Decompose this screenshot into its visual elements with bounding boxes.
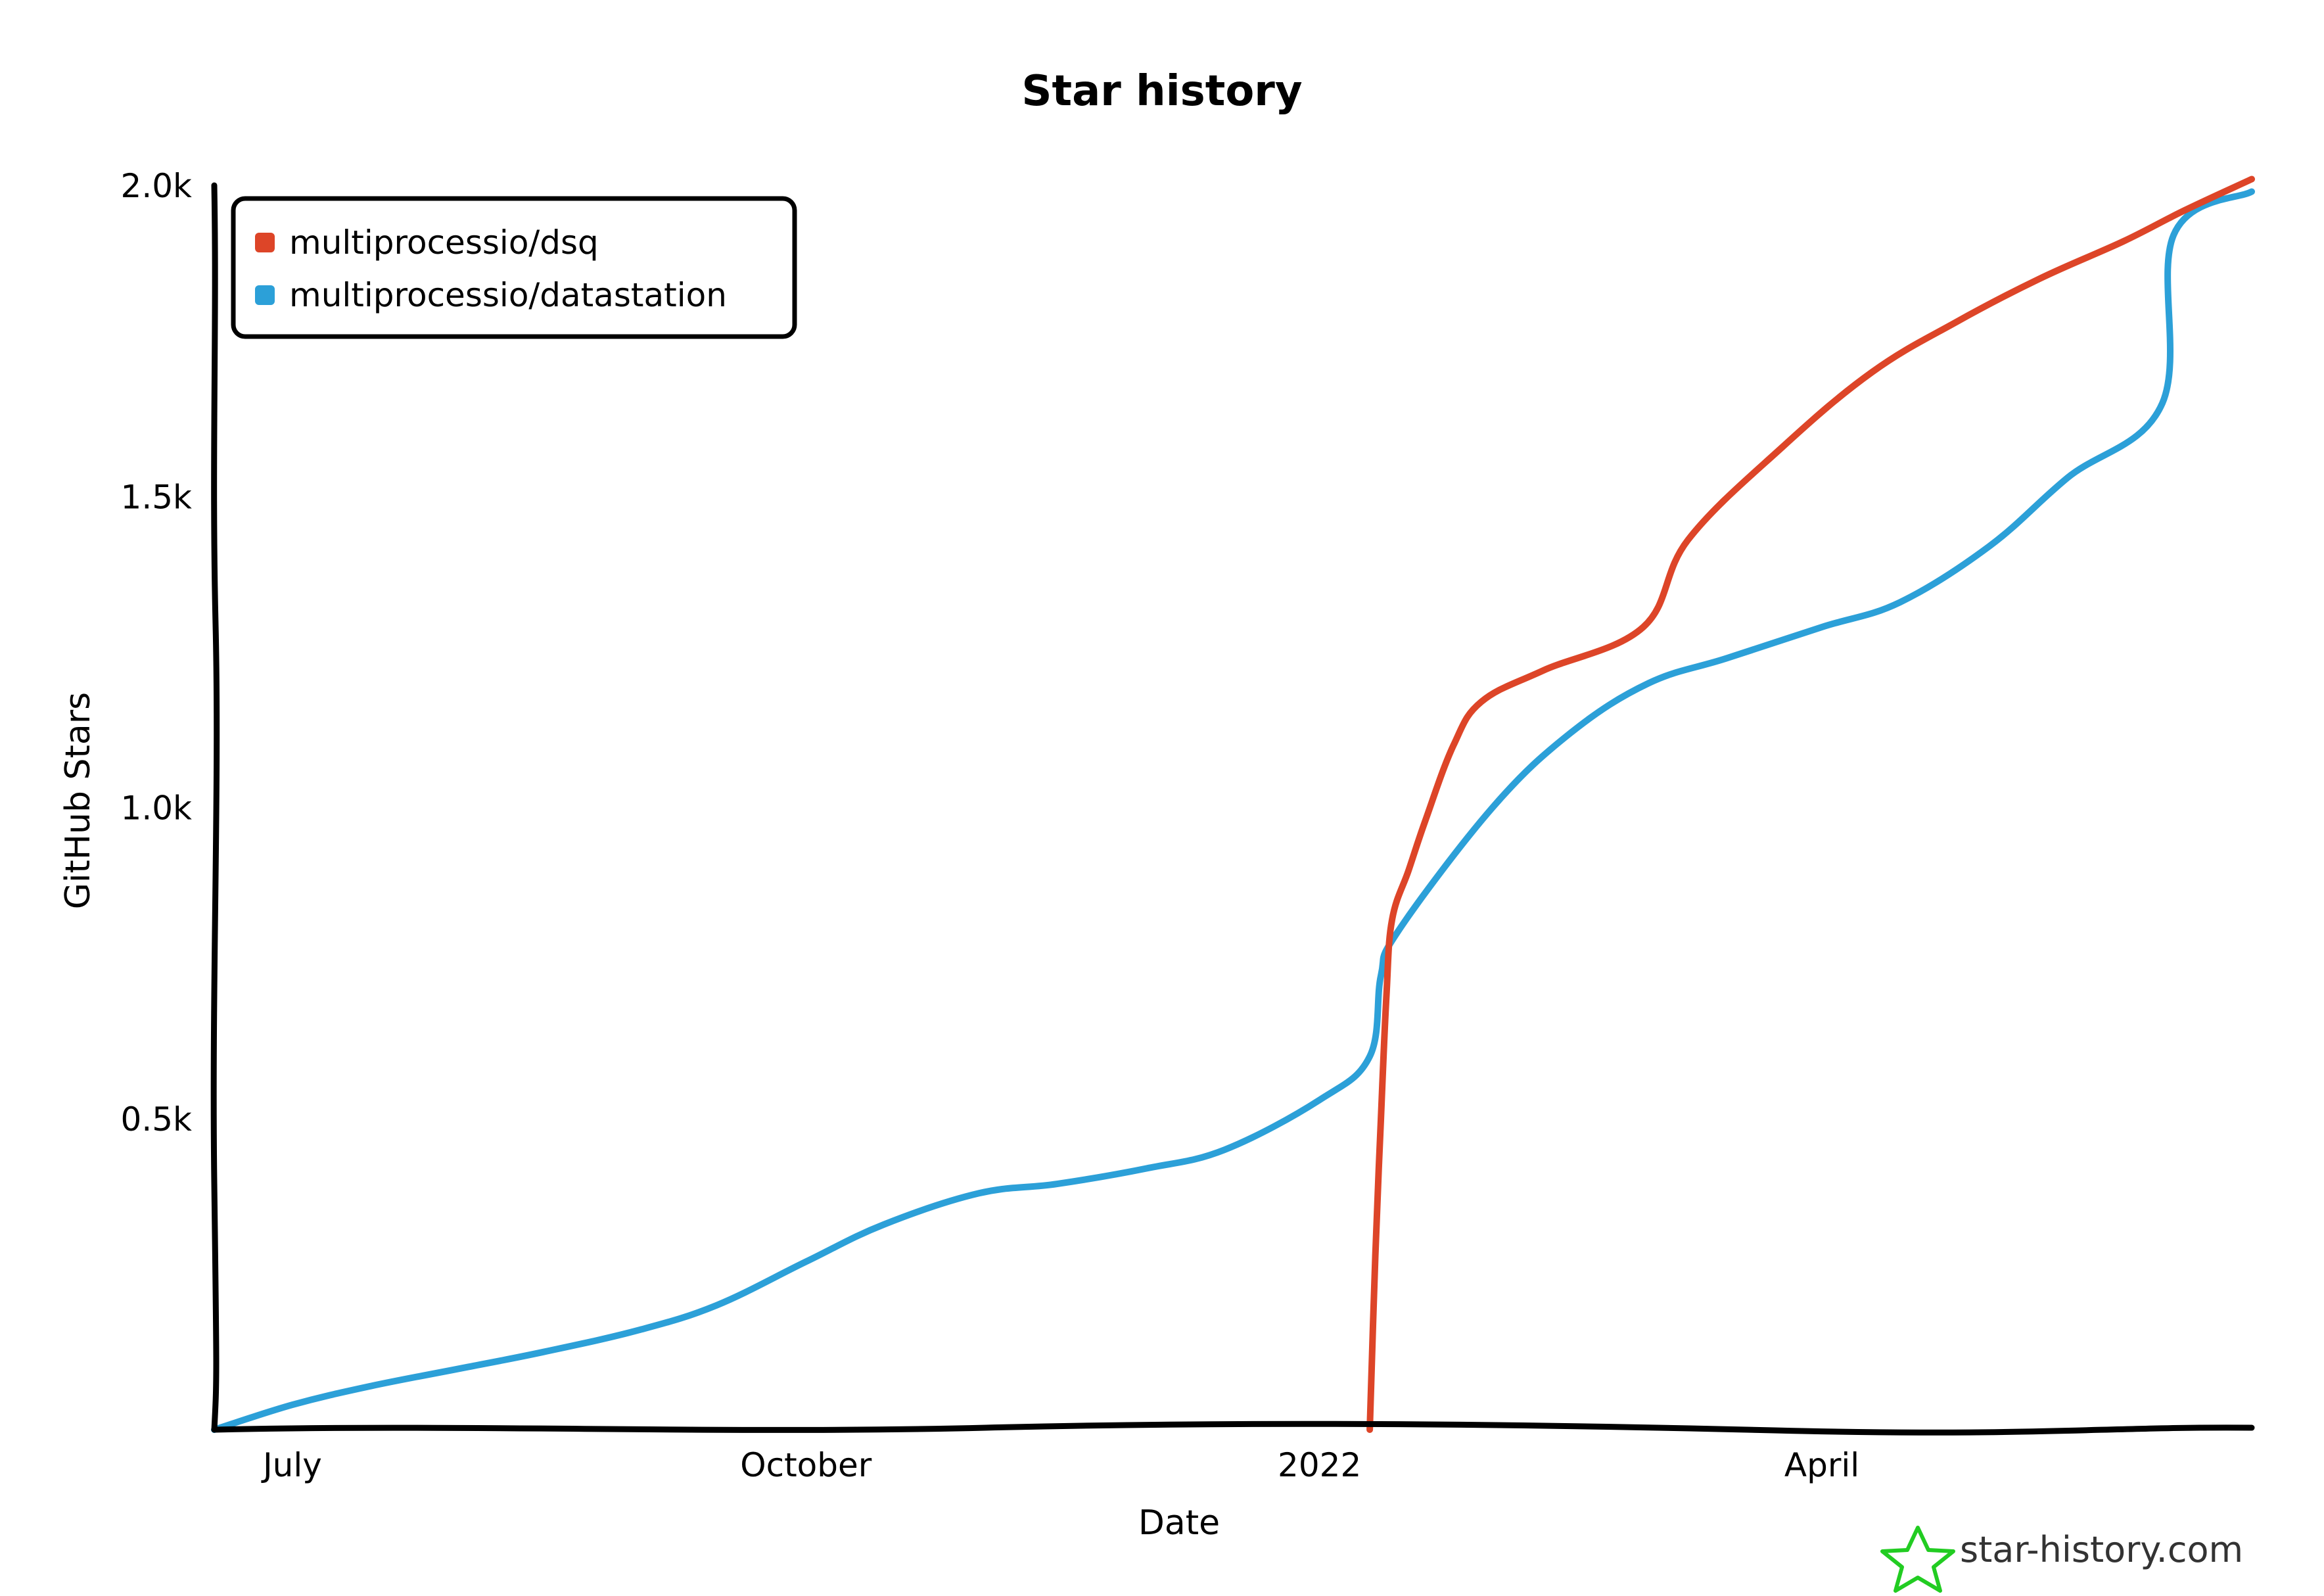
- legend-label-datastation: multiprocessio/datastation: [289, 276, 727, 314]
- x-tick-label: October: [740, 1446, 872, 1484]
- series-line-datastation: [211, 188, 2255, 1433]
- x-axis-line: [211, 1420, 2255, 1436]
- y-tick-label: 1.0k: [121, 789, 193, 828]
- x-axis-label: Date: [1138, 1503, 1220, 1543]
- y-axis-label: GitHub Stars: [58, 692, 98, 909]
- chart-title: Star history: [1021, 67, 1302, 116]
- x-tick-label: 2022: [1278, 1446, 1361, 1484]
- watermark[interactable]: star-history.com: [1880, 1526, 2243, 1593]
- star-icon: [1880, 1526, 1955, 1593]
- watermark-text[interactable]: star-history.com: [1960, 1529, 2243, 1570]
- legend-swatch-datastation: [255, 285, 275, 305]
- y-tick-label: 1.5k: [121, 478, 193, 516]
- y-tick-label: 2.0k: [121, 167, 193, 205]
- legend: multiprocessio/dsq multiprocessio/datast…: [231, 196, 797, 339]
- legend-label-dsq: multiprocessio/dsq: [289, 223, 599, 262]
- y-tick-labels: 0.5k 1.0k 1.5k 2.0k: [121, 167, 193, 1138]
- y-tick-label: 0.5k: [121, 1100, 193, 1138]
- series-line-dsq: [1366, 176, 2255, 1433]
- y-axis-line: [210, 182, 220, 1433]
- x-tick-label: July: [261, 1446, 322, 1484]
- x-tick-labels: July October 2022 April: [261, 1446, 1859, 1484]
- legend-box: [231, 196, 797, 339]
- x-tick-label: April: [1784, 1446, 1859, 1484]
- series-layer: [211, 176, 2255, 1433]
- legend-swatch-dsq: [255, 233, 275, 252]
